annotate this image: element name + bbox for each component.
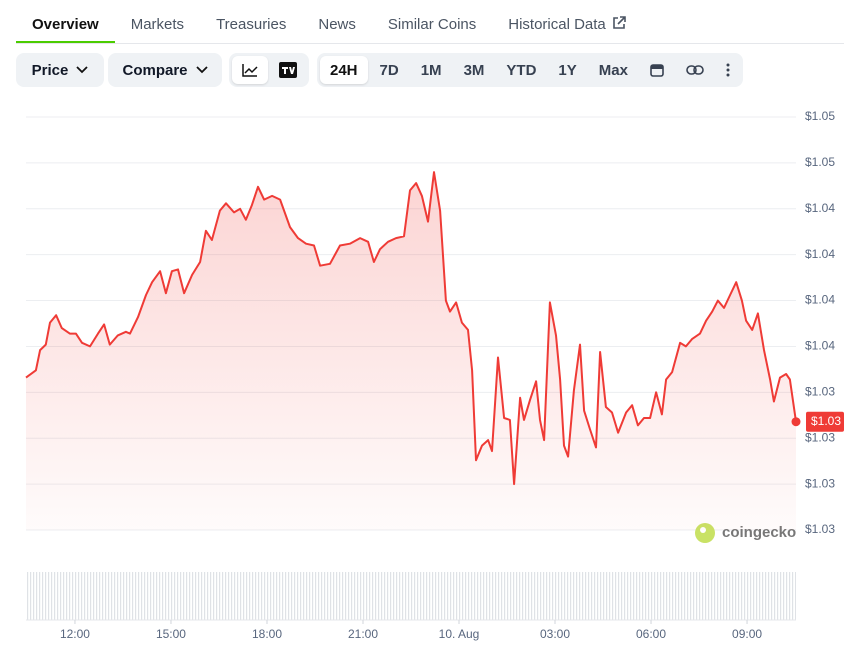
link-button[interactable] (676, 56, 714, 84)
x-tick-label: 10. Aug (439, 627, 480, 641)
tab[interactable]: Treasuries (216, 16, 287, 33)
range-button[interactable]: 24H (320, 56, 368, 84)
range-button[interactable]: YTD (506, 61, 537, 79)
y-tick-label: $1.03 (805, 476, 835, 490)
chevron (195, 66, 208, 74)
current-price-dot (791, 417, 801, 427)
y-tick-label: $1.04 (805, 247, 835, 261)
price-line (25, 171, 797, 486)
tab[interactable]: Markets (130, 16, 185, 33)
x-tick-label: 12:00 (60, 627, 90, 641)
tab[interactable]: News (318, 16, 356, 33)
y-tick-label: $1.04 (805, 201, 835, 215)
line-chart-button[interactable] (232, 56, 268, 84)
range-button[interactable]: 7D (379, 61, 399, 79)
tab-bar: Overview Markets Treasuries News Similar… (16, 0, 844, 44)
y-tick-label: $1.04 (805, 293, 835, 307)
x-tick-label: 09:00 (732, 627, 762, 641)
calendar-button[interactable] (640, 56, 674, 84)
more-icon (726, 63, 730, 77)
range-button[interactable]: 3M (463, 61, 485, 79)
link-icon (686, 65, 704, 75)
volume-band (26, 572, 796, 620)
y-tick-label: $1.03 (805, 522, 835, 536)
tab[interactable]: Historical Data (492, 0, 642, 43)
range-button[interactable]: Max (598, 61, 628, 79)
range-button[interactable]: 1Y (558, 61, 577, 79)
y-tick-label: $1.04 (805, 339, 835, 353)
external-link-icon (612, 16, 626, 29)
dropdown-label: Compare (122, 61, 188, 79)
x-tick-label: 03:00 (540, 627, 570, 641)
current-price-badge (806, 411, 844, 432)
current-price-label: $1.03 (811, 414, 841, 428)
tradingview-button[interactable] (270, 56, 306, 84)
range-button[interactable]: 1M (420, 61, 442, 79)
x-tick-label: 06:00 (636, 627, 666, 641)
tv-icon (279, 62, 297, 78)
line-icon (242, 64, 258, 77)
range-group: 24H 7D 1M 3M YTD 1Y Max (317, 53, 743, 87)
more-button[interactable] (716, 56, 740, 84)
x-tick-label: 18:00 (252, 627, 282, 641)
x-tick-label: 21:00 (348, 627, 378, 641)
y-tick-label: $1.03 (805, 430, 835, 444)
price-dropdown[interactable]: Price (16, 53, 104, 87)
calendar-icon (650, 64, 664, 77)
y-tick-label: $1.03 (805, 385, 835, 399)
price-area (26, 172, 796, 530)
compare-dropdown[interactable]: Compare (108, 53, 222, 87)
chart-type-group (229, 53, 309, 87)
y-tick-label: $1.05 (805, 155, 835, 169)
dropdown-label: Price (31, 61, 69, 79)
tab[interactable]: Overview (16, 0, 115, 43)
y-tick-label: $1.05 (805, 109, 835, 123)
tab[interactable]: Similar Coins (387, 16, 477, 33)
chevron (76, 66, 88, 74)
tab-label: Historical Data (508, 16, 606, 33)
toolbar: Price Compare 24H 7D 1M 3M YTD 1Y Max (16, 53, 743, 87)
x-tick-label: 15:00 (156, 627, 186, 641)
